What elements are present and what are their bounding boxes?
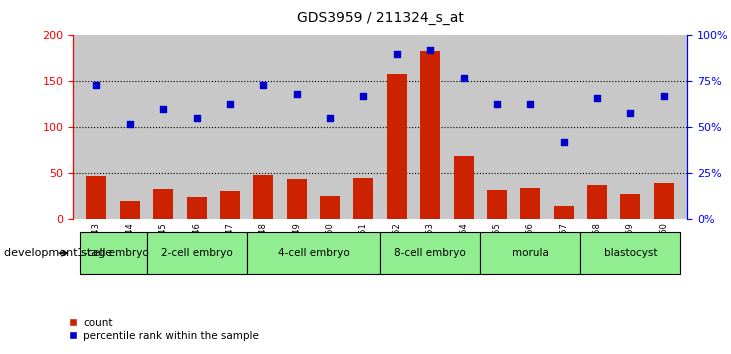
Legend: count, percentile rank within the sample: count, percentile rank within the sample bbox=[64, 314, 263, 345]
Point bbox=[91, 82, 102, 88]
Point bbox=[291, 91, 303, 97]
Text: morula: morula bbox=[512, 248, 549, 258]
Bar bbox=[380, 233, 480, 274]
Point bbox=[491, 101, 503, 106]
Text: development stage: development stage bbox=[4, 248, 112, 258]
Point bbox=[424, 47, 436, 53]
Point bbox=[257, 82, 269, 88]
Text: 1-cell embryo: 1-cell embryo bbox=[77, 248, 149, 258]
Bar bbox=[80, 233, 146, 274]
Point bbox=[191, 115, 202, 121]
Point bbox=[558, 139, 569, 145]
Point bbox=[624, 110, 636, 115]
Bar bbox=[520, 188, 540, 219]
Point bbox=[524, 101, 536, 106]
Bar bbox=[580, 233, 681, 274]
Point bbox=[391, 51, 403, 57]
Point bbox=[458, 75, 469, 81]
Bar bbox=[154, 189, 173, 219]
Text: 2-cell embryo: 2-cell embryo bbox=[161, 248, 232, 258]
Point bbox=[591, 95, 603, 101]
Point bbox=[224, 101, 236, 106]
Point bbox=[325, 115, 336, 121]
Bar bbox=[287, 179, 307, 219]
Text: 8-cell embryo: 8-cell embryo bbox=[394, 248, 466, 258]
Bar bbox=[320, 196, 340, 219]
Bar bbox=[120, 201, 140, 219]
Bar bbox=[587, 184, 607, 219]
Bar bbox=[553, 206, 574, 219]
Bar bbox=[353, 178, 374, 219]
Text: blastocyst: blastocyst bbox=[604, 248, 657, 258]
Text: GDS3959 / 211324_s_at: GDS3959 / 211324_s_at bbox=[297, 11, 463, 25]
Text: 4-cell embryo: 4-cell embryo bbox=[278, 248, 349, 258]
Point bbox=[658, 93, 670, 99]
Bar bbox=[654, 183, 674, 219]
Bar bbox=[146, 233, 246, 274]
Point bbox=[157, 106, 169, 112]
Bar bbox=[420, 51, 440, 219]
Bar bbox=[621, 194, 640, 219]
Bar bbox=[453, 156, 474, 219]
Bar bbox=[387, 74, 407, 219]
Bar bbox=[246, 233, 380, 274]
Bar bbox=[186, 198, 207, 219]
Bar bbox=[86, 176, 107, 219]
Point bbox=[357, 93, 369, 99]
Bar bbox=[487, 190, 507, 219]
Bar bbox=[254, 175, 273, 219]
Bar bbox=[220, 191, 240, 219]
Bar bbox=[480, 233, 580, 274]
Point bbox=[124, 121, 136, 127]
